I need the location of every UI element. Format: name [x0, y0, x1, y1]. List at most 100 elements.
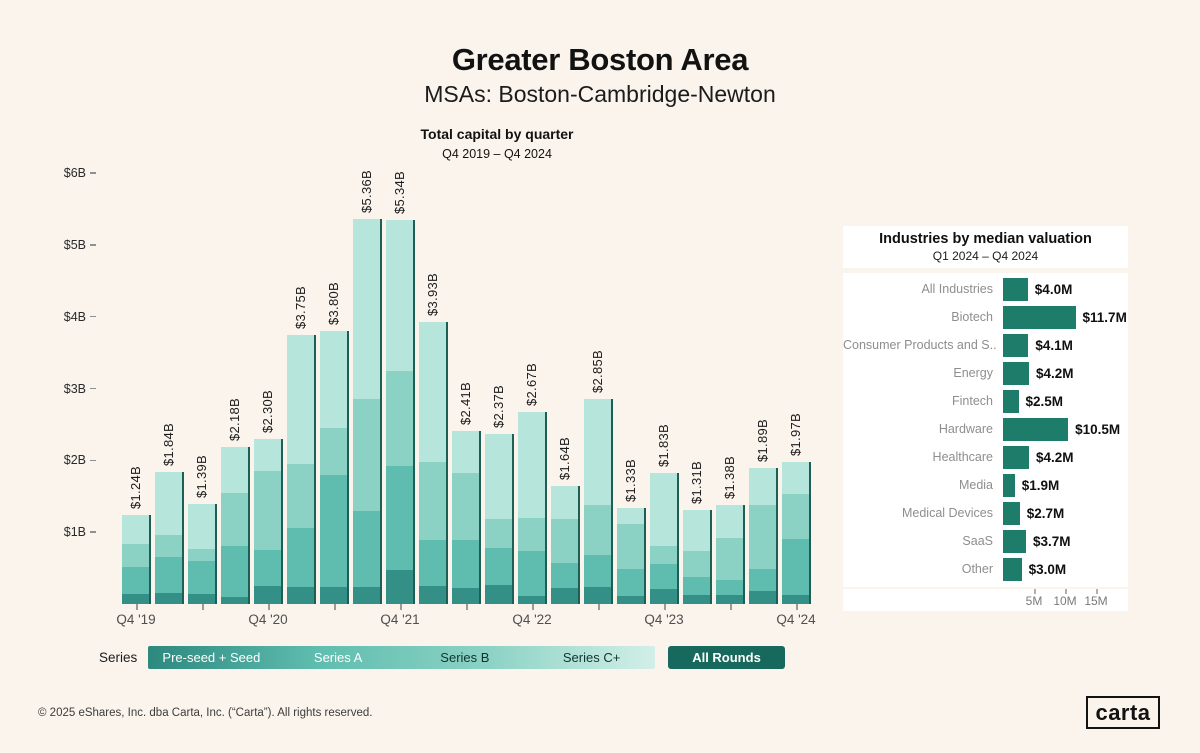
stacked-bar[interactable]	[221, 447, 250, 604]
bar-segment-series-b	[683, 550, 710, 577]
y-axis-tick-mark	[90, 387, 96, 390]
industry-label: Biotech	[951, 310, 993, 324]
x-axis-tick-mark	[466, 604, 468, 610]
industry-label: Media	[958, 478, 993, 492]
bar-segment-series-a	[188, 560, 215, 594]
industry-bar[interactable]	[1003, 445, 1030, 469]
stacked-bar[interactable]	[419, 321, 448, 604]
all-rounds-button[interactable]: All Rounds	[668, 646, 785, 669]
legend-segment-series-b[interactable]: Series B	[440, 650, 490, 665]
industry-bar[interactable]	[1003, 361, 1030, 385]
bar-value-label: $1.39B	[194, 455, 209, 499]
y-axis-tick: $4B	[30, 308, 96, 326]
bar-segment-series-a	[353, 510, 380, 587]
y-axis-tick: $1B	[30, 523, 96, 541]
industry-bar[interactable]	[1003, 389, 1019, 413]
bar-segment-series-a	[485, 547, 512, 585]
x-axis-tick-mark	[400, 604, 402, 610]
industry-bar[interactable]	[1003, 529, 1026, 553]
bar-segment-series-a	[749, 568, 776, 592]
industry-row: All Industries $4.0M	[843, 275, 1128, 303]
bar-value-label: $1.89B	[755, 419, 770, 463]
copyright-text: © 2025 eShares, Inc. dba Carta, Inc. (“C…	[38, 707, 373, 719]
industry-bar[interactable]	[1003, 333, 1029, 357]
bar-segment-series-a	[155, 556, 182, 594]
bar-segment-preseed-seed	[518, 596, 545, 604]
stacked-bar[interactable]	[518, 412, 547, 604]
stacked-bar[interactable]	[188, 504, 217, 604]
legend-segment-series-c-plus[interactable]: Series C+	[562, 650, 621, 665]
stacked-bar[interactable]	[452, 430, 481, 604]
legend-segment-series-a[interactable]: Series A	[313, 650, 363, 665]
bar-segment-series-b	[584, 504, 611, 556]
bar-value-label: $1.83B	[656, 423, 671, 467]
bar-segment-series-c-plus	[716, 504, 743, 538]
industry-label: Medical Devices	[901, 506, 993, 520]
industry-label: Other	[961, 562, 993, 576]
stacked-bar[interactable]	[254, 438, 283, 604]
bar-segment-series-b	[287, 463, 314, 528]
stacked-bar[interactable]	[485, 433, 514, 604]
industry-label: Healthcare	[932, 450, 993, 464]
stacked-bar[interactable]	[155, 471, 184, 604]
x-axis-tick-mark	[598, 604, 600, 610]
industry-bar[interactable]	[1003, 277, 1028, 301]
stacked-bar[interactable]	[584, 399, 613, 604]
stacked-bar[interactable]	[617, 508, 646, 604]
main-chart-title: Total capital by quarter	[420, 126, 574, 142]
bar-segment-series-b	[716, 537, 743, 580]
stacked-bar[interactable]	[551, 486, 580, 604]
stacked-bar[interactable]	[122, 514, 151, 604]
industry-bar[interactable]	[1003, 473, 1015, 497]
bar-value-label: $2.18B	[227, 398, 242, 442]
stacked-bar[interactable]	[782, 462, 811, 604]
industry-value: $2.5M	[1025, 393, 1064, 409]
y-axis-tick-label: $2B	[63, 453, 86, 468]
legend-segment-preseed-seed[interactable]: Pre-seed + Seed	[162, 650, 261, 665]
bar-segment-series-b	[419, 462, 446, 541]
stacked-bar[interactable]	[320, 331, 349, 604]
industry-row: Medical Devices $2.7M	[843, 499, 1128, 527]
bar-segment-series-c-plus	[386, 220, 413, 371]
stacked-bar[interactable]	[716, 504, 745, 604]
stacked-bar[interactable]	[386, 220, 415, 604]
stacked-bar[interactable]	[749, 468, 778, 604]
y-axis-tick-mark	[90, 315, 96, 318]
bar-segment-preseed-seed	[749, 591, 776, 604]
stacked-bar[interactable]	[650, 472, 679, 604]
bar-segment-series-c-plus	[749, 468, 776, 505]
bar-segment-series-b	[782, 494, 809, 540]
industries-title: Industries by median valuation	[879, 231, 1092, 247]
y-axis-tick: $3B	[30, 380, 96, 398]
industries-panel-header: Industries by median valuation Q1 2024 –…	[843, 226, 1128, 268]
bar-segment-series-b	[254, 471, 281, 551]
bar-segment-preseed-seed	[485, 584, 512, 604]
industry-row: Healthcare $4.2M	[843, 443, 1128, 471]
industry-bar[interactable]	[1003, 557, 1022, 581]
industries-axis-tick-mark	[1034, 589, 1036, 594]
industry-bar[interactable]	[1003, 417, 1069, 441]
bar-value-label: $1.64B	[557, 437, 572, 481]
industry-bar[interactable]	[1003, 501, 1020, 525]
y-axis-tick: $6B	[30, 164, 96, 182]
industry-row: Energy $4.2M	[843, 359, 1128, 387]
stacked-bar[interactable]	[287, 334, 316, 604]
bar-segment-preseed-seed	[782, 595, 809, 604]
stacked-bar[interactable]	[683, 509, 712, 604]
bar-segment-series-a	[287, 527, 314, 587]
industry-bar[interactable]	[1003, 305, 1076, 329]
bar-segment-series-c-plus	[683, 509, 710, 551]
y-axis-tick-mark	[90, 244, 96, 246]
main-chart-subtitle: Q4 2019 – Q4 2024	[442, 147, 552, 161]
industry-value: $4.0M	[1034, 281, 1073, 297]
bar-value-label: $2.67B	[524, 363, 539, 407]
bar-segment-series-a	[221, 545, 248, 597]
bar-segment-series-b	[386, 370, 413, 467]
bar-segment-series-c-plus	[287, 334, 314, 464]
industry-row: Media $1.9M	[843, 471, 1128, 499]
stacked-bar[interactable]	[353, 218, 382, 604]
bar-segment-series-b	[617, 524, 644, 569]
bar-segment-preseed-seed	[122, 593, 149, 604]
